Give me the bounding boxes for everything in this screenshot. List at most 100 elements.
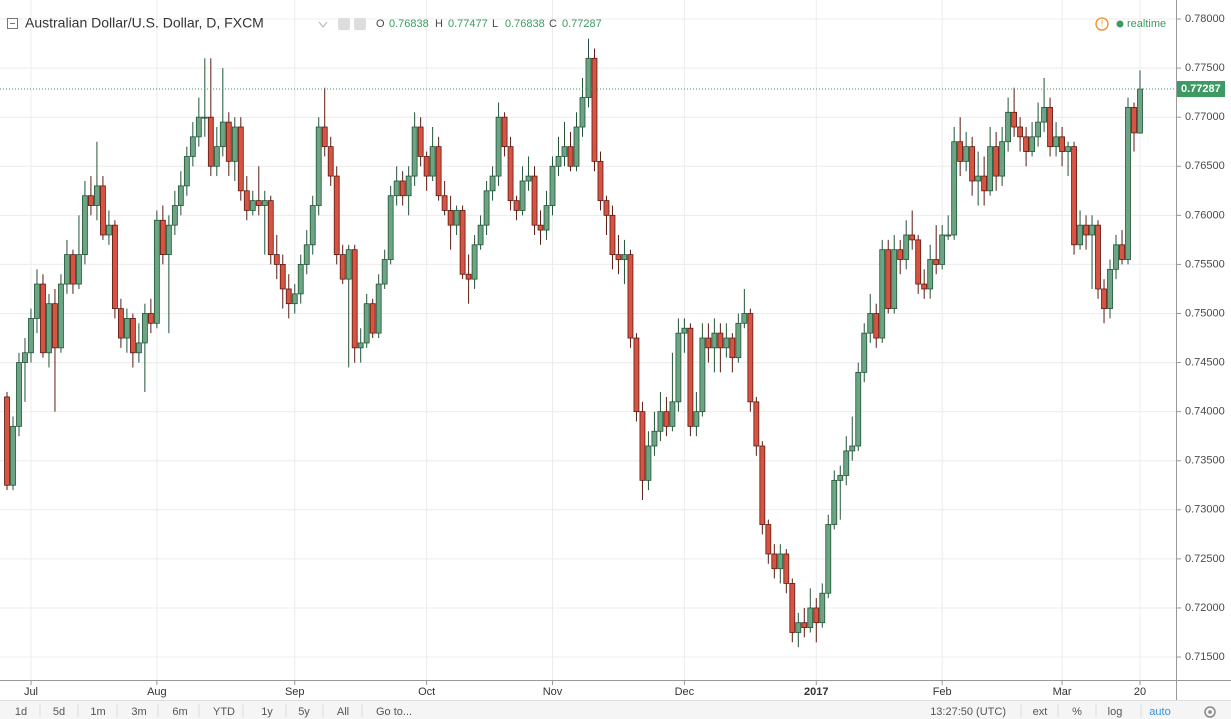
candle-body xyxy=(135,342,142,354)
candle-body xyxy=(381,259,388,285)
candle-body xyxy=(213,146,220,167)
candle-body xyxy=(153,219,160,324)
candle-body xyxy=(375,283,382,334)
candle-body xyxy=(399,180,406,197)
candle-body xyxy=(663,411,670,427)
range-button[interactable]: 3m xyxy=(131,706,146,718)
candle-body xyxy=(759,445,766,525)
option-button[interactable]: log xyxy=(1108,706,1123,718)
toolbar xyxy=(0,700,1231,719)
candle-body xyxy=(106,224,112,236)
candle-body xyxy=(435,146,442,197)
option-button[interactable]: ext xyxy=(1033,706,1048,718)
symbol-menu-arrow[interactable] xyxy=(318,21,328,28)
candle-body xyxy=(22,352,28,363)
range-button[interactable]: 1y xyxy=(261,706,273,718)
candle-body xyxy=(657,411,664,432)
range-button[interactable]: 5d xyxy=(53,706,65,718)
candle-body xyxy=(945,234,952,237)
candle-body xyxy=(141,313,148,344)
candle-body xyxy=(1107,268,1113,309)
x-tick-label: Oct xyxy=(418,686,435,698)
candle-body xyxy=(1083,224,1089,236)
range-button[interactable]: All xyxy=(337,706,349,718)
candle-body xyxy=(309,205,316,246)
candle-body xyxy=(465,273,472,280)
candle-body xyxy=(849,445,856,452)
candle-body xyxy=(645,445,652,481)
candle-body xyxy=(837,475,844,481)
candle-body xyxy=(1113,244,1119,270)
candles xyxy=(4,38,1143,648)
candle-body xyxy=(729,337,736,359)
x-tick-label: 20 xyxy=(1134,686,1146,698)
gear-icon[interactable] xyxy=(1204,706,1216,718)
candle-body xyxy=(525,175,532,182)
y-tick-label: 0.75000 xyxy=(1185,307,1225,319)
candle-body xyxy=(771,553,778,570)
candle-body xyxy=(867,313,874,334)
candle-body xyxy=(1101,288,1107,309)
ohlc-header: O 0.76838 H 0.77477 L 0.76838 C 0.77287 xyxy=(376,18,602,30)
realtime-label: realtime xyxy=(1127,18,1166,30)
candle-body xyxy=(903,234,910,260)
candle-body xyxy=(303,244,310,265)
candle-body xyxy=(171,205,178,226)
realtime-dot xyxy=(1116,20,1124,28)
candle-body xyxy=(1053,136,1059,148)
range-button[interactable]: 1d xyxy=(15,706,27,718)
candle-body xyxy=(1047,106,1053,148)
candle-body xyxy=(285,288,292,305)
candle-body xyxy=(46,303,52,354)
settings-icon[interactable] xyxy=(354,18,366,30)
candle-body xyxy=(363,303,370,344)
candle-body xyxy=(723,337,730,349)
range-button[interactable]: 5y xyxy=(298,706,310,718)
candle-body xyxy=(225,121,232,162)
range-button[interactable]: 6m xyxy=(172,706,187,718)
goto-button[interactable]: Go to... xyxy=(376,706,412,718)
x-tick-label: 2017 xyxy=(804,686,828,698)
candle-body xyxy=(453,210,460,226)
y-tick-label: 0.76000 xyxy=(1185,209,1225,221)
candle-body xyxy=(609,214,616,256)
x-tick-label: Feb xyxy=(933,686,952,698)
candle-body xyxy=(519,180,526,211)
candle-body xyxy=(159,219,166,256)
x-tick-label: Sep xyxy=(285,686,305,698)
candle-body xyxy=(327,146,334,177)
option-button[interactable]: % xyxy=(1072,706,1082,718)
visibility-icon[interactable] xyxy=(338,18,350,30)
x-tick-label: Jul xyxy=(24,686,38,698)
candle-body xyxy=(591,57,598,162)
last-price-label: 0.77287 xyxy=(1181,83,1221,95)
x-tick-label: Mar xyxy=(1053,686,1072,698)
candle-body xyxy=(603,200,610,216)
candle-body xyxy=(579,97,586,128)
candle-body xyxy=(387,195,394,260)
candle-body xyxy=(219,121,226,148)
candle-body xyxy=(567,146,574,167)
candle-body xyxy=(957,141,964,162)
candle-body xyxy=(117,308,124,339)
warning-icon[interactable] xyxy=(1095,17,1109,31)
candle-body xyxy=(951,141,958,236)
candle-body xyxy=(807,607,814,628)
candle-body xyxy=(795,622,802,633)
candle-body xyxy=(963,146,970,162)
range-button[interactable]: YTD xyxy=(213,706,235,718)
candle-body xyxy=(495,116,502,177)
option-button[interactable]: auto xyxy=(1149,706,1170,718)
candle-body xyxy=(64,254,70,285)
candle-body xyxy=(699,337,706,413)
range-button[interactable]: 1m xyxy=(90,706,105,718)
ohlc-value: 0.76838 xyxy=(505,18,545,30)
candle-body xyxy=(273,254,280,265)
candle-body xyxy=(1125,106,1131,260)
candle-body xyxy=(1059,136,1065,152)
y-tick-label: 0.74000 xyxy=(1185,406,1225,418)
candle-body xyxy=(255,200,262,206)
candle-body xyxy=(831,479,838,525)
candle-body xyxy=(777,553,784,570)
